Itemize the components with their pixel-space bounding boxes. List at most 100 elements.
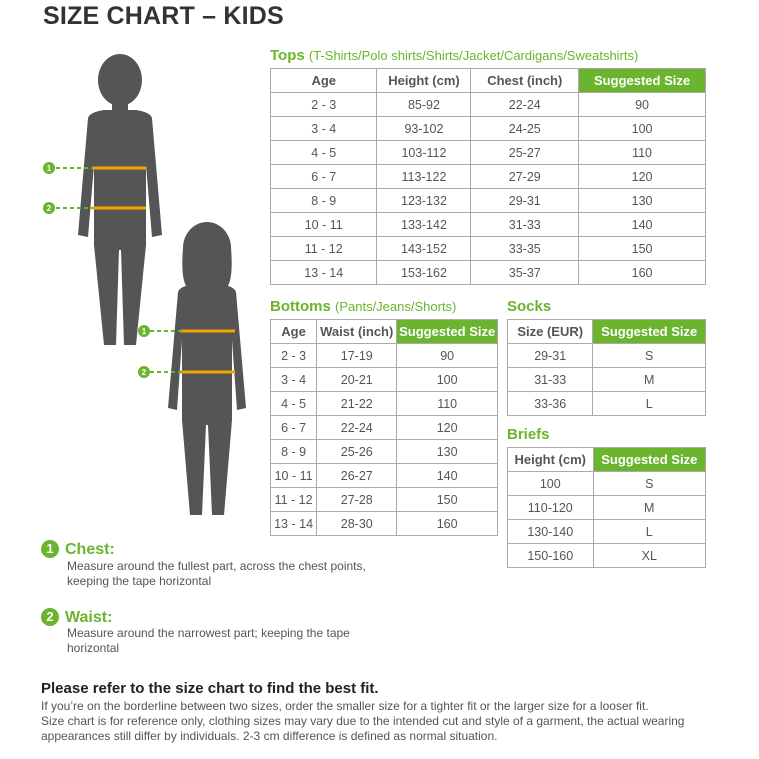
table-cell: 4 - 5 [269,391,318,416]
table-row: 2 - 3 17-19 90 [269,343,498,368]
briefs-title: Briefs [507,426,550,443]
table-row: 8 - 9 123-132 29-31 130 [269,188,706,213]
column-header: Suggested Size [592,319,706,344]
table-row: 10 - 11 133-142 31-33 140 [269,212,706,237]
table-cell: S [592,343,706,368]
table-cell: 130 [396,439,498,464]
table-cell: XL [592,543,707,568]
tops-table: Age Height (cm) Chest (inch) Suggested Size… [269,68,706,285]
table-row: 10 - 11 26-27 140 [269,463,498,488]
header-row: Age Waist (inch) Suggested Size [269,319,498,344]
table-row: 4 - 5 103-112 25-27 110 [269,140,706,165]
table-row: 11 - 12 27-28 150 [269,487,498,512]
table-cell: 29-31 [470,188,580,213]
table-cell: S [592,471,707,496]
table-cell: 143-152 [376,236,472,261]
table-cell: 103-112 [376,140,472,165]
table-cell: 13 - 14 [269,511,318,536]
tops-title: Tops (T-Shirts/Polo shirts/Shirts/Jacket… [270,47,639,64]
table-cell: 31-33 [470,212,580,237]
svg-text:2: 2 [142,368,147,377]
waist-heading: 2 Waist: [41,608,112,627]
table-cell: 85-92 [376,92,472,117]
table-cell: 2 - 3 [269,343,318,368]
table-cell: 10 - 11 [269,463,318,488]
number-badge: 2 [41,608,59,626]
table-row: 100 S [507,471,707,496]
table-cell: 21-22 [316,391,398,416]
table-cell: 100 [396,367,498,392]
table-row: 110-120 M [507,495,707,520]
table-row: 13 - 14 28-30 160 [269,511,498,536]
socks-table: Size (EUR) Suggested Size 29-31 S 31-33 M 33-3… [506,319,706,416]
table-cell: 22-24 [470,92,580,117]
note-heading: Please refer to the size chart to find t… [41,680,379,697]
table-cell: 2 - 3 [269,92,378,117]
bottoms-table: Age Waist (inch) Suggested Size 2 - 3 17-19 9… [269,319,498,536]
table-cell: 150-160 [507,543,594,568]
table-cell: 100 [578,116,706,141]
table-row: 29-31 S [506,343,706,368]
table-cell: 33-35 [470,236,580,261]
table-row: 6 - 7 22-24 120 [269,415,498,440]
table-cell: 150 [396,487,498,512]
table-cell: 35-37 [470,260,580,285]
table-row: 31-33 M [506,367,706,392]
table-cell: 133-142 [376,212,472,237]
column-header: Suggested Size [578,68,706,93]
column-header: Waist (inch) [316,319,398,344]
table-row: 130-140 L [507,519,707,544]
column-header: Height (cm) [507,447,594,472]
table-cell: 13 - 14 [269,260,378,285]
svg-text:1: 1 [142,327,147,336]
header-row: Age Height (cm) Chest (inch) Suggested Size [269,68,706,93]
table-cell: 20-21 [316,367,398,392]
table-cell: 25-26 [316,439,398,464]
table-cell: 130-140 [507,519,594,544]
table-cell: 113-122 [376,164,472,189]
table-row: 11 - 12 143-152 33-35 150 [269,236,706,261]
column-header: Height (cm) [376,68,472,93]
table-cell: 29-31 [506,343,594,368]
table-cell: L [592,519,707,544]
table-cell: 120 [578,164,706,189]
table-cell: 8 - 9 [269,188,378,213]
number-badge: 1 [41,540,59,558]
table-row: 6 - 7 113-122 27-29 120 [269,164,706,189]
table-cell: 110 [396,391,498,416]
table-cell: 110 [578,140,706,165]
chest-description: Measure around the fullest part, across … [67,559,366,588]
page-title: SIZE CHART – KIDS [43,2,284,30]
waist-description: Measure around the narrowest part; keepi… [67,626,350,655]
table-row: 150-160 XL [507,543,707,568]
table-cell: 11 - 12 [269,487,318,512]
table-cell: 26-27 [316,463,398,488]
table-cell: 6 - 7 [269,415,318,440]
table-cell: 140 [578,212,706,237]
table-cell: 150 [578,236,706,261]
table-cell: 17-19 [316,343,398,368]
kids-silhouettes: 1 2 1 2 [43,54,246,515]
table-cell: 27-28 [316,487,398,512]
table-cell: 90 [578,92,706,117]
table-row: 4 - 5 21-22 110 [269,391,498,416]
boy-silhouette [78,54,162,345]
table-row: 33-36 L [506,391,706,416]
socks-title: Socks [507,298,552,315]
table-cell: 4 - 5 [269,140,378,165]
table-cell: 100 [507,471,594,496]
table-cell: 10 - 11 [269,212,378,237]
chest-heading: 1 Chest: [41,540,115,559]
table-cell: 24-25 [470,116,580,141]
table-cell: 123-132 [376,188,472,213]
briefs-table: Height (cm) Suggested Size 100 S 110-120 M 130… [507,447,707,568]
table-cell: M [592,367,706,392]
table-cell: 93-102 [376,116,472,141]
table-cell: 140 [396,463,498,488]
table-cell: 33-36 [506,391,594,416]
table-cell: 160 [396,511,498,536]
table-row: 3 - 4 20-21 100 [269,367,498,392]
table-cell: 110-120 [507,495,594,520]
table-row: 2 - 3 85-92 22-24 90 [269,92,706,117]
table-cell: 11 - 12 [269,236,378,261]
